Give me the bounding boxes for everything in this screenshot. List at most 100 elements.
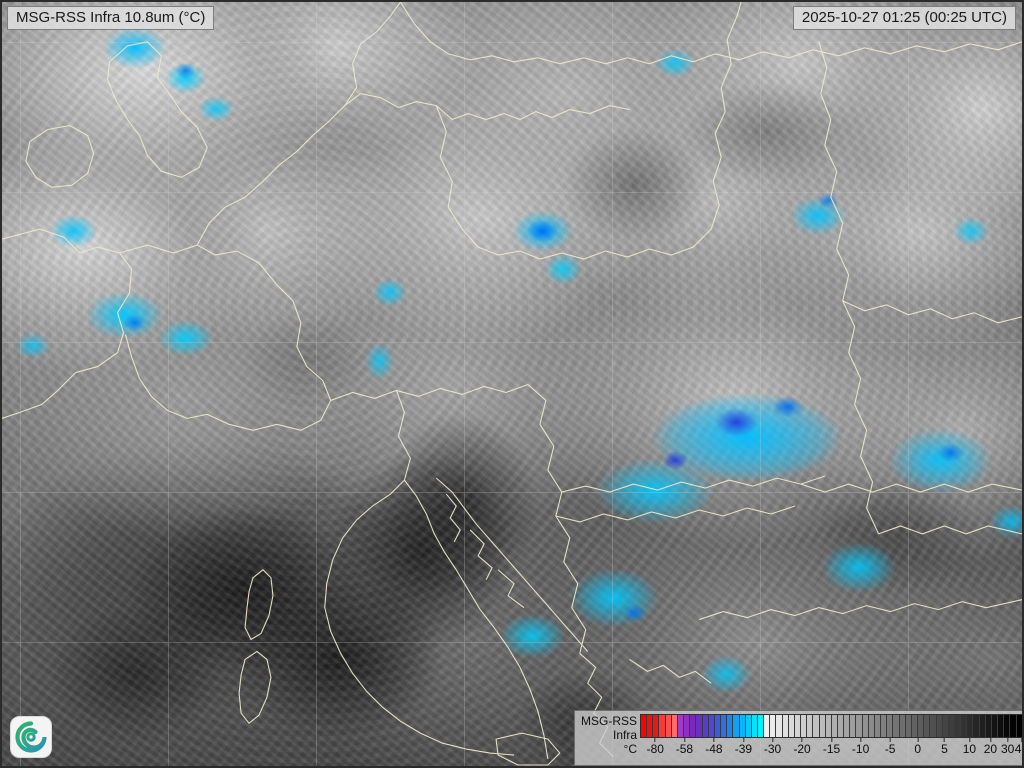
color-bar-swatch-55 [979, 715, 986, 737]
color-bar-swatch-7 [684, 715, 691, 737]
color-bar-swatch-22 [776, 715, 783, 737]
color-bar-swatch-59 [1004, 715, 1011, 737]
color-bar-tick-10: 10 [963, 738, 976, 756]
swirl-logo-icon[interactable] [10, 716, 52, 758]
tick-label: 30 [1000, 742, 1015, 756]
color-bar-swatch-53 [967, 715, 974, 737]
color-bar-swatch-44 [911, 715, 919, 737]
tick-mark [917, 738, 919, 742]
color-bar-tick--39: -39 [735, 738, 752, 756]
color-bar-swatch-33 [844, 715, 851, 737]
tick-mark [889, 738, 891, 742]
legend-caption: MSG-RSS Infra °C [575, 711, 637, 756]
color-bar-tick-40: 40 [1014, 738, 1022, 756]
color-bar-swatch-49 [942, 715, 949, 737]
color-bar-swatch-6 [677, 715, 685, 737]
product-title-label: MSG-RSS Infra 10.8um (°C) [7, 6, 215, 30]
tick-label: 40 [1014, 742, 1022, 756]
tick-label: -5 [884, 742, 896, 756]
tick-label: -10 [851, 742, 870, 756]
color-bar-swatch-27 [807, 715, 814, 737]
legend-scale: -80 -58 -48 -39 -30 -20 -15 -10 -5 0 5 10 203040 [640, 711, 1022, 762]
color-bar-swatch-52 [961, 715, 968, 737]
color-bar-swatch-28 [813, 715, 820, 737]
tick-mark [989, 738, 991, 742]
tick-label: 20 [983, 742, 998, 756]
color-bar-tick--10: -10 [852, 738, 869, 756]
color-bar-swatch-57 [991, 715, 999, 737]
color-bar-swatch-35 [856, 715, 863, 737]
color-bar-swatch-54 [973, 715, 980, 737]
tick-mark [1007, 738, 1009, 742]
color-bar-swatch-17 [745, 715, 752, 737]
color-bar-tick--5: -5 [884, 738, 896, 756]
color-bar-swatch-13 [721, 715, 728, 737]
color-bar-tick--15: -15 [823, 738, 840, 756]
tick-label: -30 [763, 742, 782, 756]
tick-mark [713, 738, 715, 742]
color-bar-tick--58: -58 [676, 738, 693, 756]
color-bar-swatch-10 [702, 715, 709, 737]
color-bar-swatch-8 [690, 715, 697, 737]
tick-label: -20 [793, 742, 811, 756]
color-bar-swatch-42 [899, 715, 906, 737]
color-bar-swatch-19 [757, 715, 765, 737]
color-bar-swatch-25 [794, 715, 802, 737]
color-bar-swatch-46 [924, 715, 931, 737]
color-bar-swatch-4 [665, 715, 672, 737]
tick-mark [831, 738, 832, 742]
tick-mark [968, 738, 970, 742]
color-bar-swatch-61 [1016, 715, 1022, 737]
color-bar-tick-0: 0 [914, 738, 921, 756]
color-bar-swatch-29 [819, 715, 826, 737]
tick-mark [654, 738, 656, 742]
color-bar-swatch-43 [905, 715, 912, 737]
color-bar-swatch-32 [838, 715, 845, 737]
legend-source-line1: MSG-RSS [580, 714, 637, 728]
tick-label: 5 [941, 742, 948, 756]
tick-mark [860, 738, 862, 742]
color-bar-swatch-47 [930, 715, 937, 737]
color-bar-swatch-1 [647, 715, 654, 737]
color-bar-swatch-60 [1010, 715, 1017, 737]
temperature-colorbar-legend: MSG-RSS Infra °C -80 -58 -48 -39 -30 -20 -15 -1… [574, 710, 1022, 766]
color-bar-swatch-39 [881, 715, 888, 737]
color-bar-swatch-40 [887, 715, 894, 737]
color-bar-swatch-58 [998, 715, 1005, 737]
color-bar-swatch-45 [918, 715, 925, 737]
color-bar-swatch-9 [696, 715, 703, 737]
color-bar-swatch-3 [659, 715, 666, 737]
tick-mark [801, 738, 803, 742]
color-bar-tick--48: -48 [705, 738, 723, 756]
color-bar-tick--80: -80 [647, 738, 664, 756]
color-bar-swatch-14 [727, 715, 734, 737]
color-bar-swatch-2 [653, 715, 660, 737]
tick-label: -39 [734, 742, 753, 756]
color-bar-swatch-20 [764, 715, 771, 737]
color-bar-swatch-23 [782, 715, 789, 737]
color-bar-swatch-5 [671, 715, 678, 737]
tick-mark [742, 738, 744, 742]
color-bar-swatch-21 [770, 715, 777, 737]
color-bar-swatch-38 [874, 715, 882, 737]
tick-mark [683, 738, 685, 742]
color-bar-swatch-50 [948, 715, 955, 737]
color-bar-swatch-15 [733, 715, 740, 737]
color-bar-swatch-56 [985, 715, 992, 737]
tick-mark [943, 738, 945, 742]
color-bar-swatch-16 [739, 715, 746, 737]
color-bar-swatch-12 [714, 715, 722, 737]
color-bar-swatch-48 [936, 715, 943, 737]
tick-label: 0 [914, 742, 922, 756]
color-bar-tick--30: -30 [764, 738, 781, 756]
tick-label: 10 [962, 742, 977, 756]
color-bar-tick-30: 30 [1001, 738, 1014, 756]
color-bar-tick-labels: -80 -58 -48 -39 -30 -20 -15 -10 -5 0 5 10 203040 [640, 738, 1022, 762]
color-bar-tick-5: 5 [941, 738, 948, 756]
color-bar-swatch-51 [954, 715, 962, 737]
color-bar-swatch-31 [831, 715, 838, 737]
